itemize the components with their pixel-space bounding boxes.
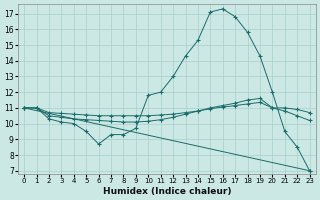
X-axis label: Humidex (Indice chaleur): Humidex (Indice chaleur) [103,187,231,196]
